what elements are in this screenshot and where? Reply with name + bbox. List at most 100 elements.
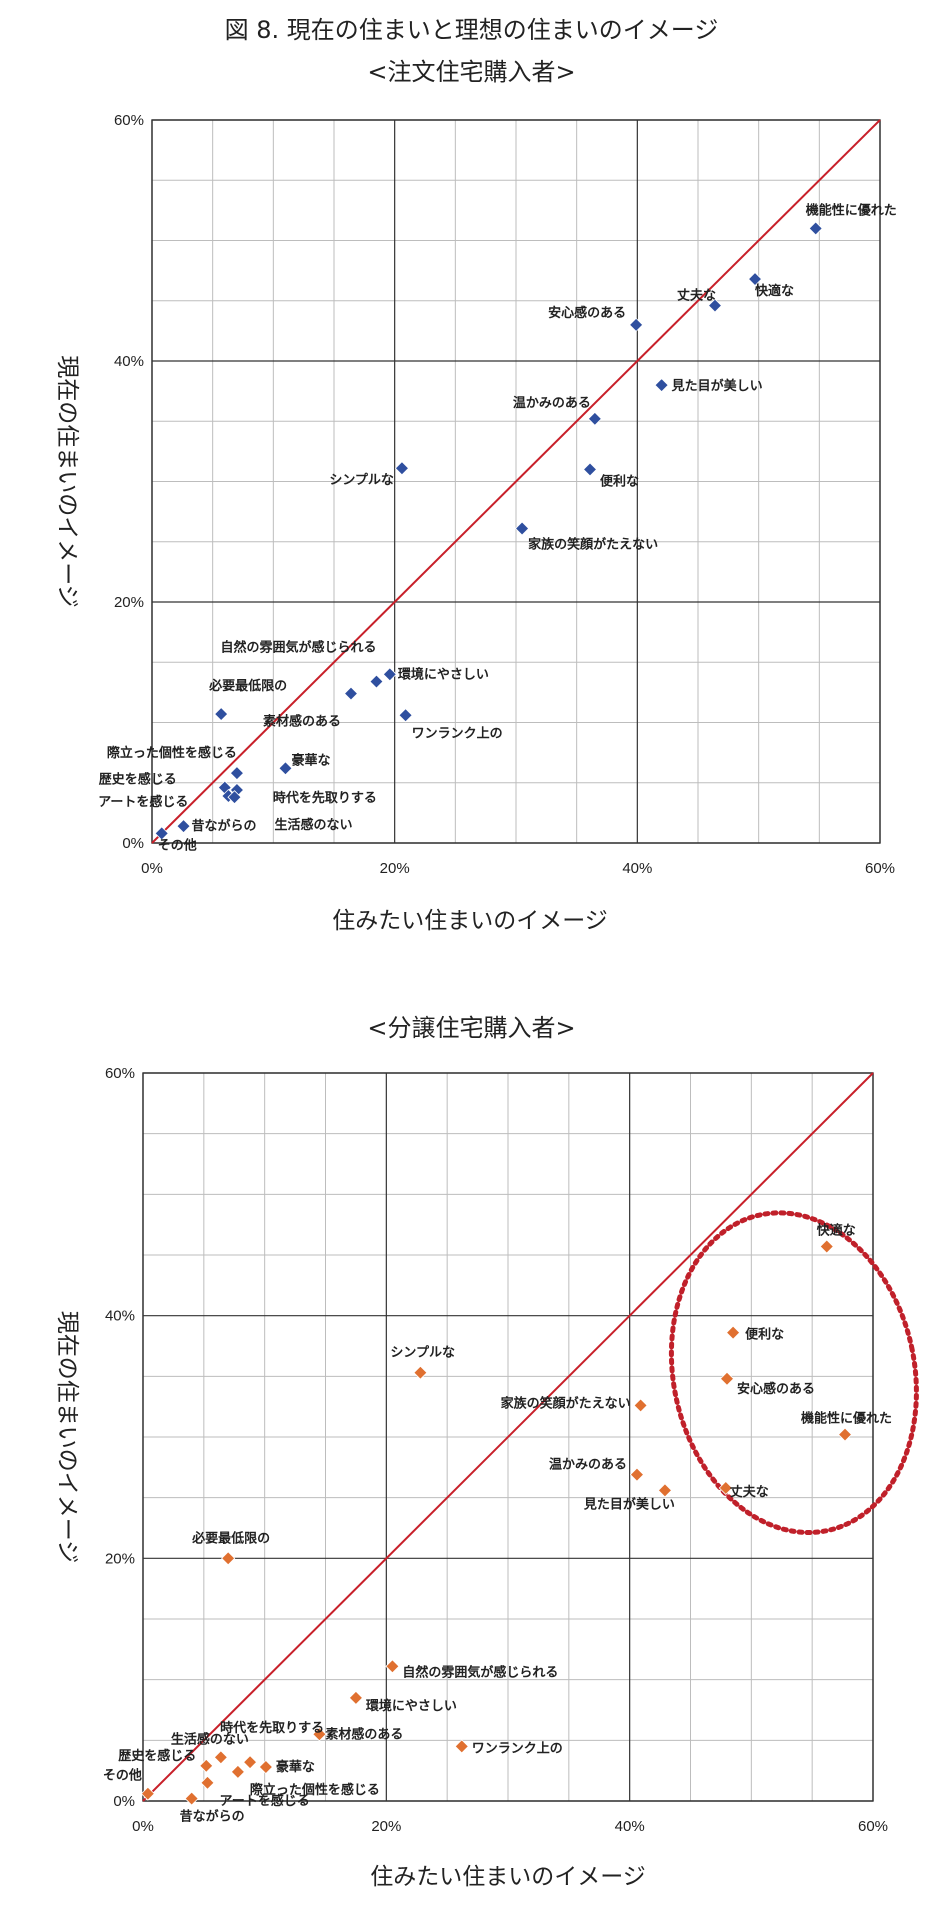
point-label: 歴史を感じる (118, 1748, 196, 1764)
data-point (718, 1480, 733, 1496)
data-point (707, 298, 723, 313)
point-label: 時代を先取りする (220, 1720, 324, 1736)
point-label: 昔ながらの (180, 1809, 245, 1825)
x-axis-title: 住みたい住まいのイメージ (370, 1864, 646, 1890)
data-point (229, 766, 244, 781)
y-tick-label: 40% (114, 353, 144, 370)
point-label: 豪華な (291, 752, 330, 768)
data-point (140, 1786, 155, 1801)
point-label: 丈夫な (677, 288, 716, 304)
point-label: 時代を先取りする (273, 790, 377, 806)
point-label: 温かみのある (549, 1458, 627, 1473)
data-point (382, 667, 397, 682)
data-point (582, 462, 598, 477)
point-label: 見た目が美しい (583, 1496, 675, 1512)
y-axis-title: 現在の住まいのイメージ (54, 1311, 80, 1564)
data-point (176, 819, 191, 834)
x-tick-label: 0% (132, 1818, 154, 1835)
data-point (200, 1775, 215, 1790)
data-point (629, 317, 644, 332)
reference-line (151, 119, 881, 844)
x-tick-label: 20% (380, 860, 410, 877)
data-point (199, 1758, 214, 1773)
point-label: 家族の笑顔がたえない (501, 1395, 631, 1411)
data-point (747, 271, 763, 287)
point-label: 豪華な (276, 1759, 315, 1775)
data-point (184, 1791, 199, 1806)
data-point (369, 674, 384, 689)
point-label: シンプルな (390, 1346, 455, 1361)
point-label: ワンランク上の (472, 1741, 563, 1756)
point-label: 見た目が美しい (671, 378, 763, 394)
data-point (657, 1483, 673, 1498)
y-tick-label: 60% (105, 1065, 135, 1082)
point-label: 自然の雰囲気が感じられる (402, 1664, 558, 1680)
point-label: 機能性に優れた (801, 1411, 892, 1427)
x-tick-label: 60% (858, 1818, 888, 1835)
point-label: ワンランク上の (412, 726, 503, 741)
grid (142, 1072, 874, 1802)
data-point (227, 790, 242, 805)
point-label: その他 (103, 1768, 142, 1784)
x-tick-label: 0% (141, 860, 163, 877)
point-label: 環境にやさしい (366, 1698, 457, 1714)
point-label: 機能性に優れた (806, 202, 897, 218)
y-axis-title: 現在の住まいのイメージ (54, 355, 80, 608)
point-label: 生活感のない (275, 817, 353, 833)
point-label: 安心感のある (548, 305, 626, 321)
data-point (837, 1427, 853, 1442)
data-point (726, 1325, 741, 1340)
data-point (278, 761, 293, 776)
point-label: シンプルな (329, 473, 394, 488)
data-point (230, 1764, 245, 1779)
plot-frame (142, 1072, 874, 1802)
data-point (348, 1690, 363, 1705)
x-tick-label: 40% (622, 860, 652, 877)
data-point (343, 686, 359, 701)
data-point (394, 461, 410, 476)
highlight-ellipse (668, 1210, 919, 1536)
point-label: 丈夫な (730, 1484, 769, 1500)
point-label: 便利な (745, 1327, 784, 1343)
point-label: 家族の笑顔がたえない (528, 536, 658, 552)
data-point (633, 1398, 648, 1413)
data-point (154, 826, 169, 841)
data-point (398, 708, 413, 723)
point-label: 便利な (600, 473, 639, 489)
chart-1-title: <注文住宅購入者> (367, 58, 576, 86)
point-label: 安心感のある (737, 1381, 815, 1397)
y-tick-label: 0% (122, 835, 144, 852)
point-label: 快適な (817, 1223, 856, 1239)
scatter-chart-ready-built-homes: 0% 20% 40% 60% 0% 20% 40% 60% 快適な便利な安心感のある機能性に優れ… (54, 1065, 919, 1890)
point-label: 歴史を感じる (99, 772, 177, 788)
data-point (654, 378, 669, 393)
point-label: アートを感じる (219, 1793, 309, 1809)
point-label: 生活感のない (171, 1731, 249, 1747)
data-point (213, 1750, 228, 1765)
point-label: 快適な (755, 283, 794, 299)
data-point (243, 1755, 258, 1770)
point-label: 環境にやさしい (398, 666, 489, 682)
x-tick-label: 60% (865, 860, 895, 877)
point-label: 際立った個性を感じる (107, 745, 237, 761)
y-tick-label: 0% (113, 1793, 135, 1810)
y-tick-label: 60% (114, 112, 144, 129)
reference-line (142, 1072, 874, 1802)
point-label: 素材感のある (263, 714, 341, 730)
data-point (808, 221, 823, 236)
data-point (312, 1727, 327, 1742)
data-point (258, 1759, 273, 1775)
point-label: その他 (158, 837, 197, 853)
y-tick-label: 40% (105, 1308, 135, 1325)
y-tick-label: 20% (105, 1550, 135, 1567)
data-point (587, 411, 602, 426)
point-label: 素材感のある (325, 1726, 403, 1742)
data-point (385, 1659, 400, 1674)
point-label: 温かみのある (513, 396, 591, 411)
x-tick-label: 20% (371, 1818, 401, 1835)
data-point (413, 1365, 428, 1380)
data-point (819, 1239, 834, 1254)
x-tick-label: 40% (615, 1818, 645, 1835)
data-point (214, 706, 229, 722)
